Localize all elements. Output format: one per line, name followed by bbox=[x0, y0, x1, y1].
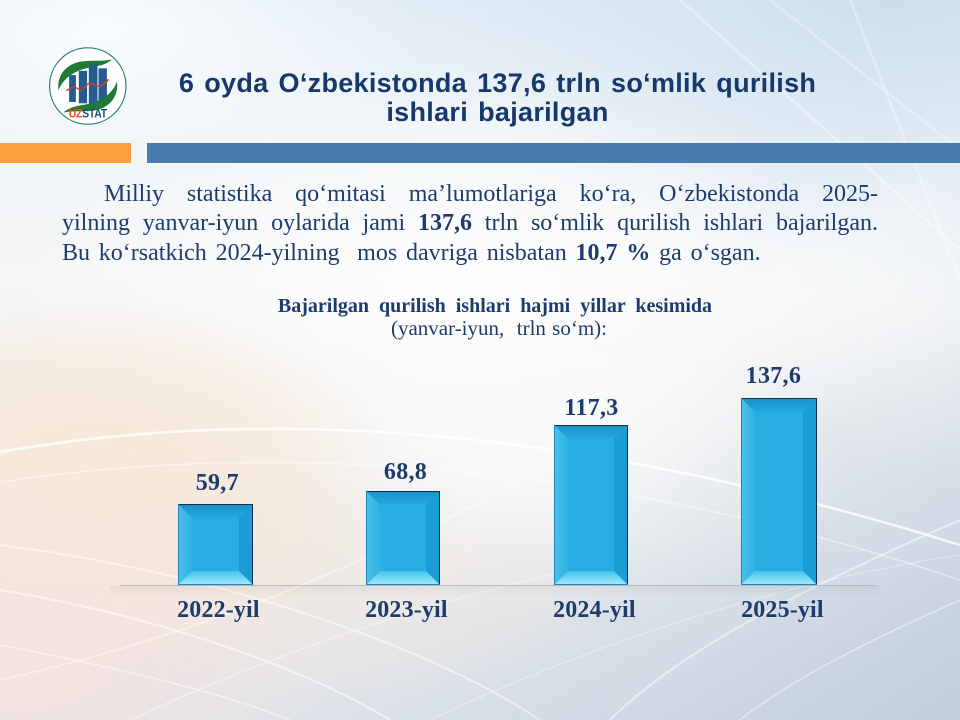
svg-text:UZSTAT: UZSTAT bbox=[69, 108, 107, 121]
